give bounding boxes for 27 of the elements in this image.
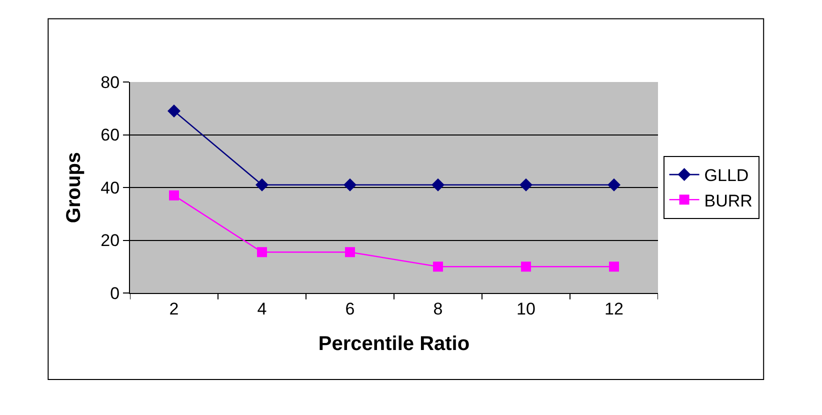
point: [344, 178, 356, 192]
point: [169, 190, 179, 200]
point: [520, 178, 532, 192]
point: [432, 178, 444, 192]
y-tick-label: 20: [100, 231, 120, 250]
x-axis-title: Percentile Ratio: [318, 332, 470, 355]
legend-label: BURR: [704, 191, 752, 210]
y-axis-title: Groups: [63, 152, 86, 224]
point: [256, 178, 268, 192]
y-tick-label: 0: [110, 284, 120, 303]
y-tick-label: 40: [100, 178, 120, 198]
point: [521, 262, 531, 272]
y-tick-label: 60: [100, 126, 120, 145]
x-tick-label: 4: [257, 299, 267, 318]
x-tick-label: 10: [516, 299, 536, 318]
x-tick-label: 2: [169, 299, 179, 318]
x-tick-label: 6: [345, 299, 355, 318]
y-tick-label: 80: [100, 72, 120, 92]
point: [168, 104, 180, 118]
point: [608, 178, 620, 192]
point: [609, 262, 619, 272]
point: [345, 247, 355, 258]
x-tick-label: 12: [604, 299, 624, 318]
x-tick-label: 8: [433, 299, 443, 318]
point: [257, 247, 267, 258]
point: [433, 262, 443, 272]
legend-label: GLLD: [704, 166, 749, 186]
